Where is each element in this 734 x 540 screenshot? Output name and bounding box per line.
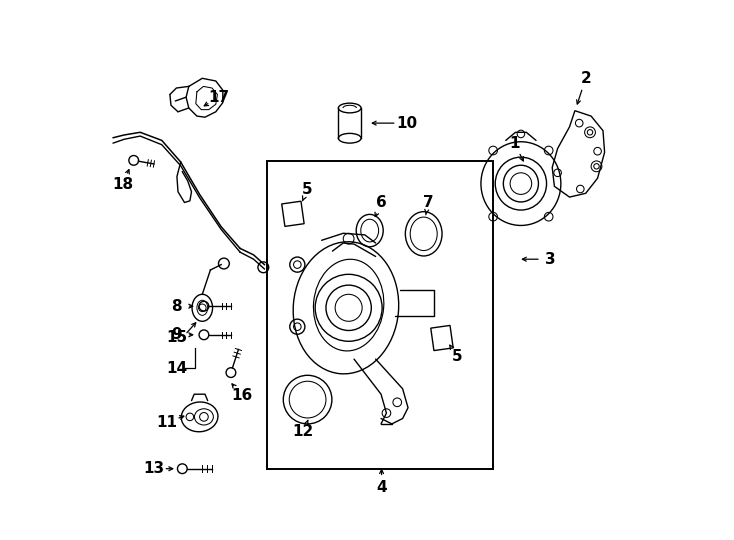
- Text: 5: 5: [302, 181, 313, 197]
- Text: 15: 15: [167, 330, 187, 345]
- Text: 7: 7: [423, 195, 433, 210]
- Text: 5: 5: [452, 349, 462, 364]
- Text: 14: 14: [167, 361, 187, 376]
- Text: 16: 16: [231, 388, 252, 403]
- Bar: [267, 161, 493, 469]
- Bar: [431, 326, 453, 350]
- Text: 8: 8: [172, 299, 182, 314]
- Text: 6: 6: [377, 195, 387, 210]
- Text: 2: 2: [581, 71, 591, 86]
- Text: 1: 1: [509, 136, 520, 151]
- Text: 4: 4: [377, 480, 387, 495]
- Text: 18: 18: [112, 177, 134, 192]
- Text: 11: 11: [156, 415, 178, 430]
- Text: 9: 9: [172, 327, 182, 342]
- Text: 17: 17: [208, 90, 229, 105]
- Text: 13: 13: [143, 461, 164, 476]
- Bar: [282, 201, 304, 226]
- Text: 12: 12: [293, 424, 314, 440]
- Text: 3: 3: [545, 252, 556, 267]
- Text: 10: 10: [396, 116, 417, 131]
